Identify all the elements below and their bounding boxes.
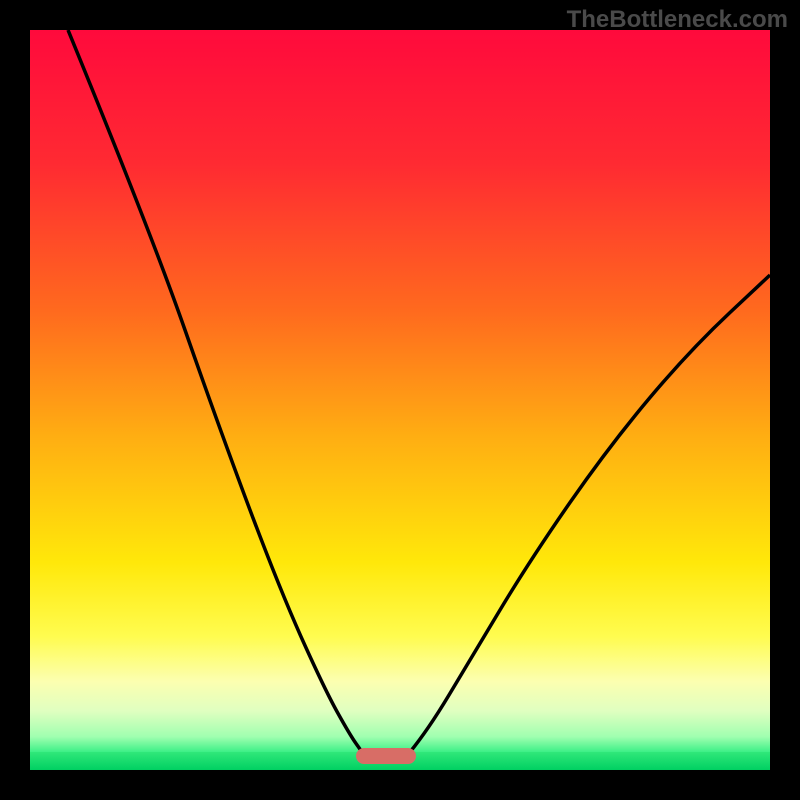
right-curve (410, 275, 770, 752)
chart-area (30, 30, 770, 770)
left-curve (68, 30, 362, 752)
watermark-text: TheBottleneck.com (567, 6, 788, 34)
bottleneck-curves (30, 30, 770, 770)
optimal-marker (356, 748, 416, 764)
